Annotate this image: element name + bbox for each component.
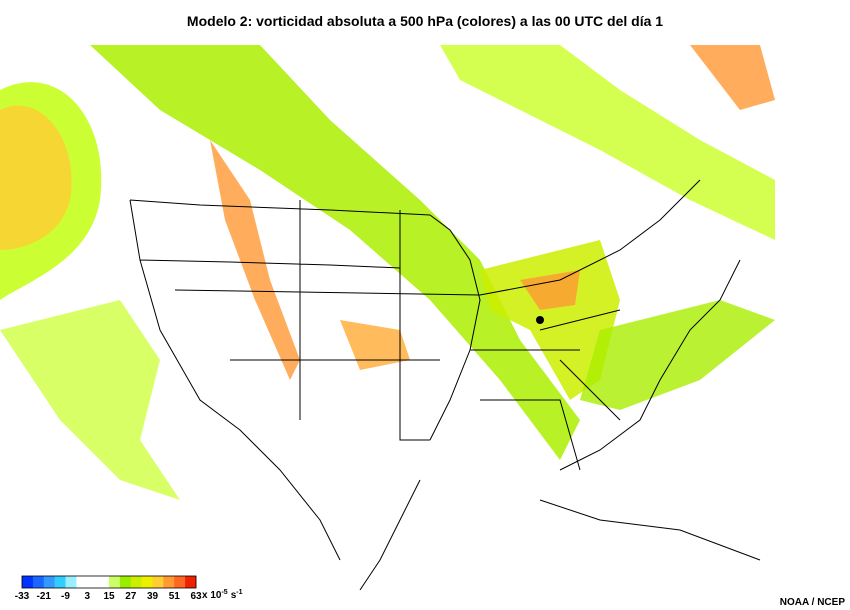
colorbar: -33 -21 -9 3 15 27 39 51 63 xyxy=(15,575,202,602)
colorbar-tick-label: 51 xyxy=(169,591,181,602)
coastline xyxy=(359,259,761,591)
color-bin xyxy=(65,576,77,588)
color-bin xyxy=(76,576,88,588)
color-bin xyxy=(43,576,55,588)
colorbar-tick-label: 3 xyxy=(84,591,90,602)
title: Modelo 2: vorticidad absoluta a 500 hPa … xyxy=(187,13,663,29)
color-bin xyxy=(87,576,99,588)
colorbar-tick-label: -21 xyxy=(37,591,52,602)
colorbar-tick-label: 15 xyxy=(103,591,115,602)
color-bin xyxy=(32,576,45,588)
color-bin xyxy=(54,576,66,588)
map-area xyxy=(0,42,775,520)
colorbar-tick-label: -33 xyxy=(15,591,30,602)
location-marker xyxy=(536,316,544,324)
color-bin xyxy=(98,576,110,588)
vorticity-area xyxy=(690,45,775,110)
vorticity-area xyxy=(520,270,580,310)
color-bin xyxy=(22,576,34,588)
map xyxy=(0,42,775,591)
color-bin xyxy=(109,576,121,588)
color-bin xyxy=(185,576,197,588)
vorticity-area xyxy=(440,45,775,240)
color-bin xyxy=(152,576,164,588)
credit: NOAA / NCEP xyxy=(780,597,846,608)
colorbar-tick-label: 27 xyxy=(125,591,137,602)
colorbar-tick-label: -9 xyxy=(61,591,70,602)
color-bin xyxy=(174,576,186,588)
state-borders xyxy=(129,179,701,561)
vorticity-area xyxy=(0,105,72,250)
color-bin xyxy=(119,576,132,588)
color-bin xyxy=(163,576,175,588)
color-bin xyxy=(141,576,153,588)
colorbar-frame xyxy=(21,575,197,589)
unit: x 10-5 s-1 xyxy=(202,589,243,601)
vorticity-area xyxy=(210,140,300,380)
vorticity-area xyxy=(0,300,180,500)
colorbar-tick-label: 39 xyxy=(147,591,159,602)
vorticity-area xyxy=(90,45,580,460)
vorticity-area xyxy=(340,320,410,370)
vorticity-area xyxy=(480,240,620,400)
vorticity-area xyxy=(580,300,775,410)
colorbar-tick-label: 63 xyxy=(190,591,202,602)
color-bin xyxy=(130,576,142,588)
